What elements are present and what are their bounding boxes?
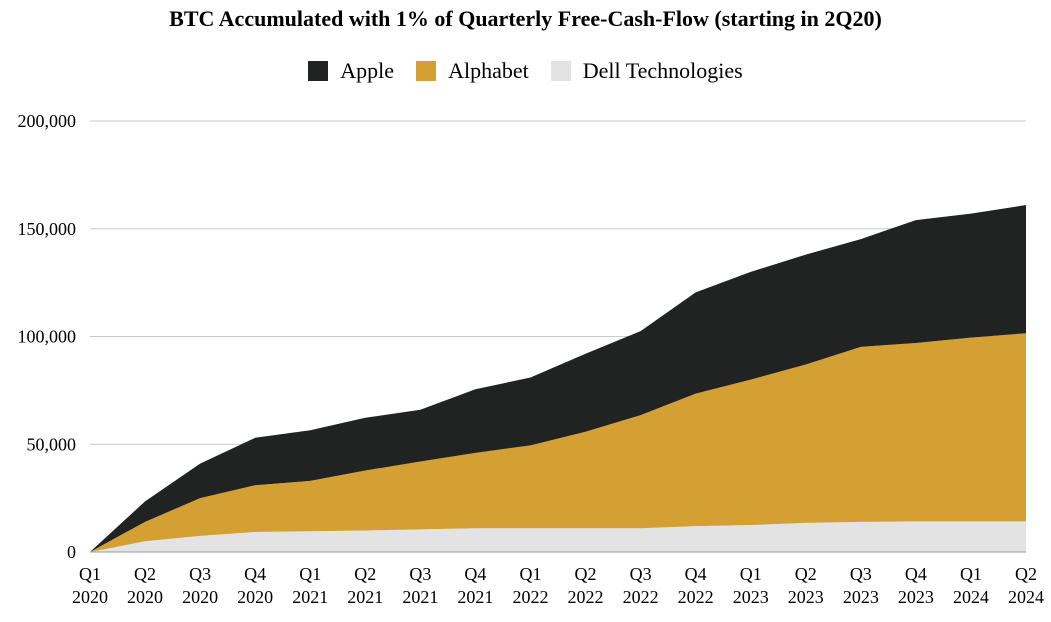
legend-item-dell-technologies: Dell Technologies xyxy=(550,58,743,84)
x-tick-label-quarter: Q1 xyxy=(740,564,762,584)
x-tick-label-year: 2024 xyxy=(953,587,989,607)
x-tick-label-year: 2021 xyxy=(292,587,328,607)
area-series-alphabet xyxy=(90,333,1026,552)
x-tick-label-quarter: Q3 xyxy=(409,564,431,584)
legend-swatch xyxy=(550,61,571,81)
legend-swatch xyxy=(308,61,329,81)
x-tick-label-quarter: Q4 xyxy=(244,564,266,584)
x-tick-label-year: 2021 xyxy=(347,587,383,607)
x-tick-label-year: 2023 xyxy=(843,587,879,607)
x-tick-label-year: 2023 xyxy=(733,587,769,607)
x-tick-label-quarter: Q1 xyxy=(519,564,541,584)
x-tick-label-quarter: Q3 xyxy=(850,564,872,584)
area-series-apple xyxy=(90,205,1026,553)
chart-title: BTC Accumulated with 1% of Quarterly Fre… xyxy=(169,6,882,31)
x-tick-label-quarter: Q4 xyxy=(685,564,707,584)
y-tick-label: 150,000 xyxy=(18,219,77,239)
x-tick-label-year: 2020 xyxy=(237,587,273,607)
x-tick-label-year: 2020 xyxy=(182,587,218,607)
x-tick-label-quarter: Q2 xyxy=(354,564,376,584)
legend-label: Dell Technologies xyxy=(582,58,743,83)
x-tick-label-year: 2020 xyxy=(127,587,163,607)
x-tick-label-year: 2023 xyxy=(788,587,824,607)
x-tick-label-quarter: Q1 xyxy=(299,564,321,584)
legend-label: Apple xyxy=(340,58,395,83)
legend: Apple Alphabet Dell Technologies xyxy=(0,58,1051,84)
legend-swatch xyxy=(416,61,437,81)
x-tick-label-quarter: Q1 xyxy=(79,564,101,584)
area-series-dell-technologies xyxy=(90,521,1026,552)
x-tick-label-year: 2022 xyxy=(568,587,604,607)
x-tick-label-year: 2021 xyxy=(457,587,493,607)
x-tick-label-year: 2021 xyxy=(402,587,438,607)
legend-item-alphabet: Alphabet xyxy=(416,58,529,84)
x-tick-label-year: 2022 xyxy=(512,587,548,607)
y-tick-label: 50,000 xyxy=(27,434,77,454)
x-tick-label-quarter: Q2 xyxy=(575,564,597,584)
x-tick-label-quarter: Q2 xyxy=(134,564,156,584)
y-tick-label: 100,000 xyxy=(18,327,77,347)
x-tick-label-year: 2020 xyxy=(72,587,108,607)
x-tick-label-year: 2022 xyxy=(623,587,659,607)
x-tick-label-quarter: Q2 xyxy=(1015,564,1037,584)
x-tick-label-year: 2023 xyxy=(898,587,934,607)
x-tick-label-quarter: Q1 xyxy=(960,564,982,584)
y-tick-label: 200,000 xyxy=(18,111,77,131)
x-tick-label-quarter: Q3 xyxy=(189,564,211,584)
x-tick-label-quarter: Q4 xyxy=(905,564,927,584)
x-tick-label-quarter: Q4 xyxy=(464,564,486,584)
x-tick-label-quarter: Q2 xyxy=(795,564,817,584)
y-tick-label: 0 xyxy=(67,542,76,562)
legend-label: Alphabet xyxy=(448,58,529,83)
x-tick-label-quarter: Q3 xyxy=(630,564,652,584)
legend-item-apple: Apple xyxy=(308,58,394,84)
x-tick-label-year: 2024 xyxy=(1008,587,1044,607)
x-tick-label-year: 2022 xyxy=(678,587,714,607)
